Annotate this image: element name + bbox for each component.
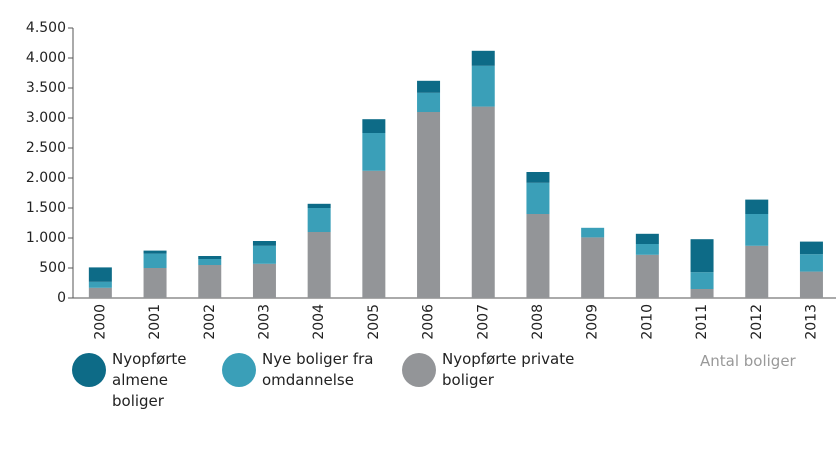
bar-segment [581,237,605,298]
x-tick-label: 2013 [803,304,819,340]
legend-item: Nyopførte private boliger [402,349,617,391]
legend-label: Nyopførte private boliger [442,350,575,389]
bar-segment [745,199,769,214]
y-tick-label: 0 [57,290,66,306]
legend-swatch [72,353,106,387]
y-tick-label: 2.500 [26,140,66,156]
y-tick-label: 4.500 [26,20,66,36]
y-tick-label: 4.000 [26,50,66,66]
bar-segment [307,232,331,298]
bar-segment [362,133,386,171]
x-tick-label: 2003 [256,304,272,340]
legend-label: Nye boliger fra omdannelse [262,350,374,389]
bar-segment [252,241,276,246]
bar-segment [417,92,441,112]
legend-swatch [402,353,436,387]
bar-segment [471,106,495,298]
x-tick-label: 2011 [694,304,710,340]
bar-segment [362,170,386,298]
x-tick-label: 2006 [421,304,437,340]
bar-segment [143,253,167,268]
y-tick-label: 500 [39,260,66,276]
x-tick-label: 2008 [530,304,546,340]
bar-segment [635,233,659,244]
bar-segment [799,241,823,255]
bar-segment [581,227,605,238]
bar-segment [362,119,386,133]
bar-segment [690,239,714,273]
legend-swatch [222,353,256,387]
x-tick-label: 2012 [749,304,765,340]
y-tick-label: 1.500 [26,200,66,216]
x-tick-label: 2001 [147,304,163,340]
bar-segment [252,263,276,298]
bar-segment [471,65,495,107]
annotation: Antal boliger [700,352,796,370]
bar-segment [307,203,331,208]
bar-segment [88,281,112,288]
bar-segment [745,214,769,246]
bar-segment [690,289,714,298]
bar-segment [526,182,550,214]
x-tick-label: 2009 [585,304,601,340]
x-tick-label: 2007 [475,304,491,340]
y-tick-label: 1.000 [26,230,66,246]
bar-segment [690,272,714,289]
legend-item: Nye boliger fra omdannelse [222,349,402,391]
y-tick-label: 3.000 [26,110,66,126]
x-tick-label: 2002 [202,304,218,340]
bar-segment [417,80,441,93]
bar-segment [307,208,331,232]
bar-segment [143,268,167,298]
bar-segment [745,245,769,298]
bar-segment [799,271,823,298]
bar-segment [471,50,495,66]
legend-label: Nyopførte almene boliger [112,350,187,410]
y-tick-label: 3.500 [26,80,66,96]
bar-segment [88,287,112,298]
legend-item: Nyopførte almene boliger [72,349,197,412]
bar-segment [88,267,112,282]
bar-segment [198,265,222,298]
x-tick-label: 2004 [311,304,327,340]
bar-segment [635,254,659,298]
bar-segment [526,214,550,298]
bar-segment [526,172,550,183]
bar-segment [252,245,276,264]
bar-segment [799,254,823,272]
bar-segment [417,112,441,298]
x-tick-label: 2010 [639,304,655,340]
y-tick-label: 2.000 [26,170,66,186]
bar-segment [198,259,222,265]
x-tick-label: 2000 [92,304,108,340]
bar-segment [635,244,659,255]
x-tick-label: 2005 [366,304,382,340]
bar-segment [143,250,167,254]
bar-segment [198,256,222,259]
